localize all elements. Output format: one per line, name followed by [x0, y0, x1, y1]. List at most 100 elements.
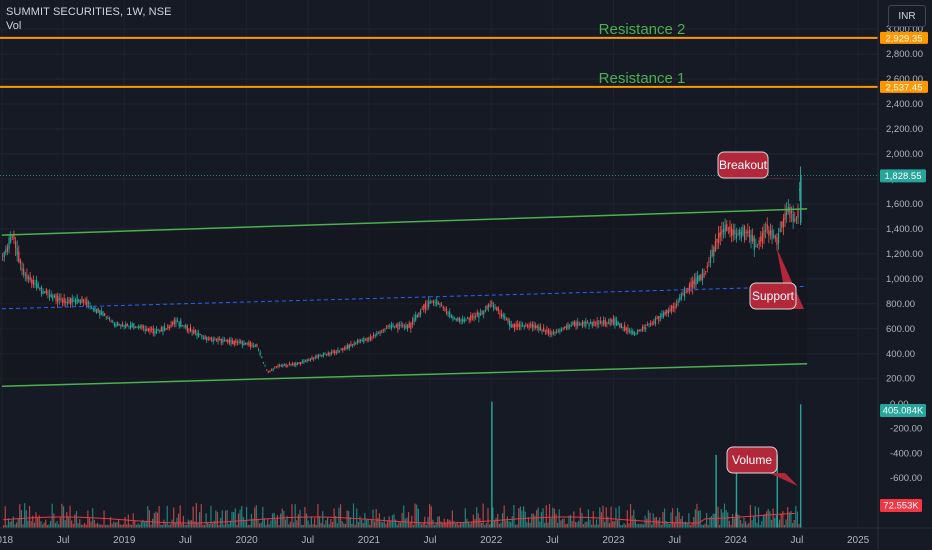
candle-body: [257, 348, 260, 350]
volume-bar: [500, 522, 502, 528]
volume-bar: [139, 524, 141, 528]
candle-body: [40, 287, 43, 295]
candle-body: [429, 301, 431, 304]
candle-body: [253, 345, 255, 347]
volume-bar: [471, 521, 473, 528]
candle-body: [270, 369, 273, 371]
volume-bar: [754, 506, 756, 528]
volume-bar: [199, 512, 201, 528]
candle-body: [8, 237, 10, 249]
volume-bar: [284, 519, 287, 528]
candle-body: [468, 318, 470, 321]
time-tick-label: 2022: [480, 535, 503, 546]
currency-button[interactable]: INR: [888, 5, 926, 27]
volume-bar: [241, 505, 243, 528]
candle-body: [27, 277, 30, 280]
volume-bar: [683, 522, 685, 528]
candle-body: [731, 228, 733, 236]
price-tick-label: 600.00: [886, 324, 915, 335]
volume-bar: [780, 514, 782, 528]
volume-bar: [707, 524, 709, 528]
candle-body: [18, 251, 20, 262]
volume-bar: [571, 520, 573, 528]
volume-bar: [548, 503, 551, 528]
volume-bar: [493, 520, 496, 528]
volume-bar: [179, 505, 181, 528]
candle-body: [238, 341, 240, 343]
candle-body: [761, 232, 763, 243]
candle-body: [714, 241, 716, 252]
candle-body: [201, 334, 203, 338]
candle-body: [248, 342, 250, 346]
volume-bar: [182, 515, 185, 528]
volume-bar: [657, 520, 659, 528]
price-tick-label: 1,200.00: [886, 249, 923, 260]
candle-body: [304, 360, 307, 362]
candle-body: [168, 326, 171, 328]
volume-bar: [769, 511, 771, 528]
candle-body: [95, 309, 98, 314]
volume-bar: [30, 520, 32, 528]
candle-body: [771, 229, 773, 239]
candle-body: [515, 324, 517, 327]
candle-body: [635, 333, 637, 335]
candle-body: [223, 339, 226, 342]
candle-body: [510, 324, 512, 328]
volume-bar: [518, 508, 520, 528]
candle-body: [538, 326, 540, 330]
volume-bar: [570, 514, 572, 528]
candle-body: [552, 331, 554, 335]
volume-bar: [510, 522, 512, 528]
candle-body: [640, 329, 642, 331]
candle-body: [269, 371, 271, 373]
volume-bar: [271, 513, 274, 528]
candle-body: [562, 327, 564, 330]
candle-body: [573, 321, 576, 326]
volume-bar: [305, 513, 308, 528]
volume-bar: [297, 514, 300, 528]
candle-body: [486, 305, 488, 310]
candle-body: [753, 237, 755, 250]
candle-body: [70, 298, 72, 305]
volume-bar: [315, 524, 317, 528]
candle-body: [682, 292, 684, 295]
candle-body: [343, 348, 346, 350]
candle-body: [620, 323, 623, 329]
volume-bar: [247, 524, 249, 528]
candle-body: [450, 315, 452, 318]
candle-body: [729, 226, 731, 233]
volume-spike-bar: [715, 454, 717, 528]
candle-body: [196, 333, 198, 336]
candle-body: [421, 308, 423, 310]
volume-bar: [278, 524, 280, 528]
volume-bar: [464, 508, 466, 528]
candle-body: [732, 229, 734, 236]
volume-bar: [268, 524, 270, 528]
candle-body: [624, 324, 626, 331]
volume-bar: [450, 520, 452, 528]
candle-body: [675, 303, 678, 306]
volume-bar: [602, 505, 604, 528]
candle-body: [209, 337, 211, 340]
volume-bar: [15, 522, 18, 528]
volume-bar: [228, 524, 230, 528]
volume-bar: [267, 519, 269, 528]
candle-body: [591, 321, 593, 327]
candle-body: [293, 363, 295, 366]
candle-body: [251, 344, 253, 346]
volume-bar: [79, 519, 81, 528]
candle-body: [747, 231, 749, 233]
candle-body: [37, 284, 39, 288]
candle-body: [724, 224, 726, 235]
volume-bar: [98, 524, 100, 528]
candle-body: [526, 324, 529, 326]
volume-bar: [41, 524, 44, 528]
candle-body: [453, 318, 456, 320]
volume-bar: [22, 524, 24, 528]
volume-bar: [386, 521, 389, 528]
support-callout-box: [749, 282, 797, 310]
candle-body: [426, 304, 428, 307]
candle-body: [147, 328, 149, 331]
candle-body: [654, 317, 657, 324]
candle-body: [479, 313, 482, 316]
